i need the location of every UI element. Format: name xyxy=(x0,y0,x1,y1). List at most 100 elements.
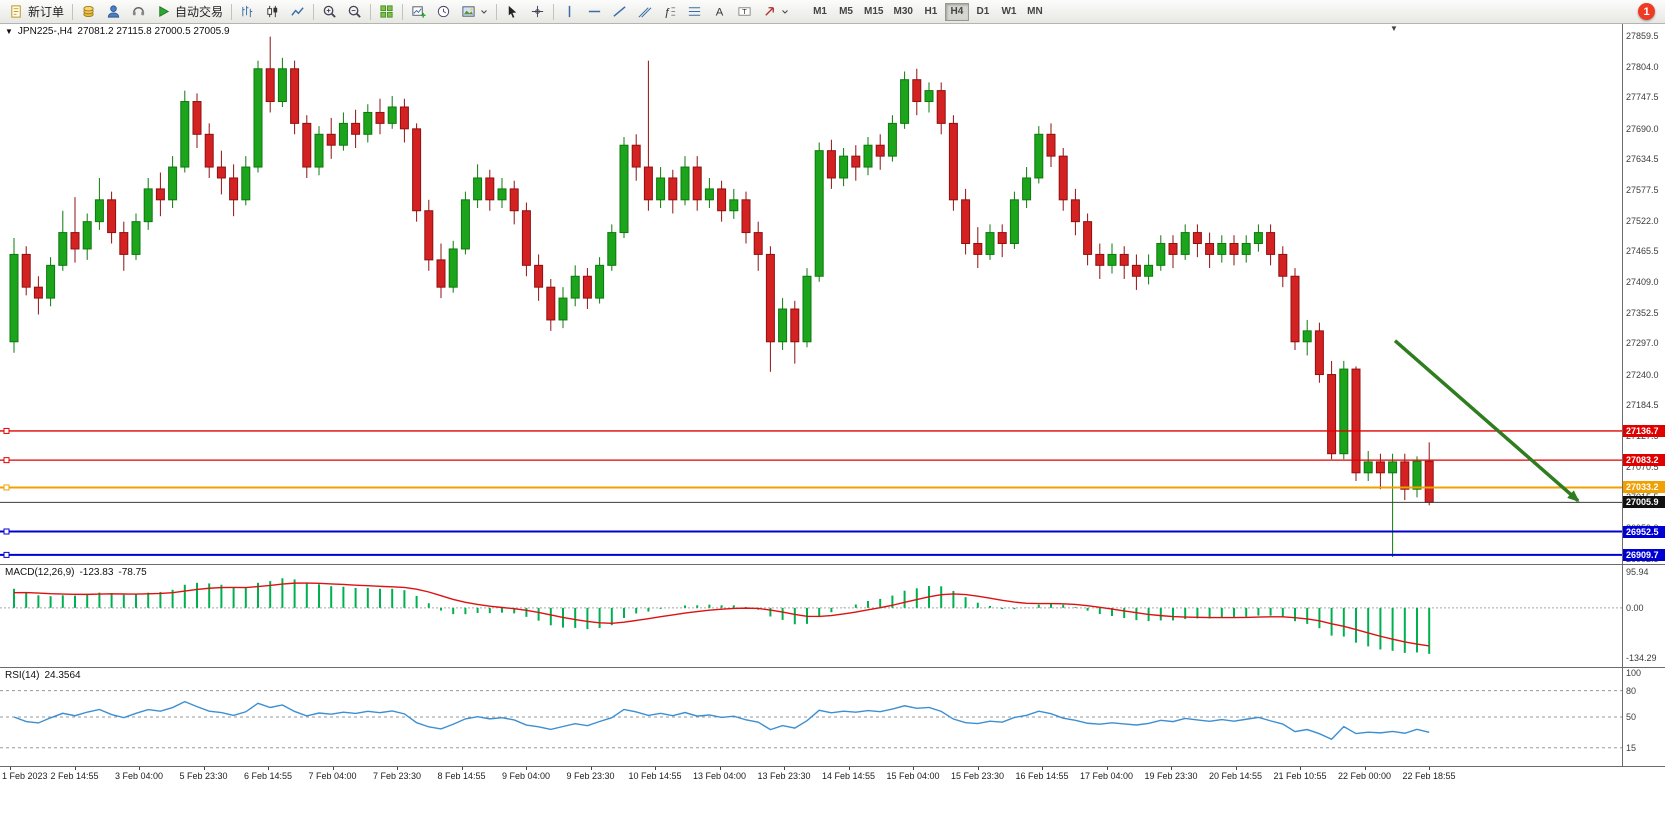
channel-tool-button[interactable] xyxy=(632,2,657,22)
bottom-filler xyxy=(0,784,1665,839)
timeframe-mn[interactable]: MN xyxy=(1027,6,1043,17)
zoom-out-button[interactable] xyxy=(342,2,367,22)
time-axis[interactable]: 1 Feb 2023 2 Feb 14:55 3 Feb 04:00 5 Feb 23… xyxy=(0,767,1622,784)
scale-tick: 27184.5 xyxy=(1626,399,1659,410)
headset-icon xyxy=(132,7,145,16)
text-icon: A xyxy=(716,6,724,18)
scale-tick: 27522.0 xyxy=(1626,215,1659,226)
macd-panel[interactable]: MACD(12,26,9) -123.83 -78.75 xyxy=(0,565,1622,667)
new-order-button[interactable]: 新订单 xyxy=(4,2,69,22)
timeframe-m5[interactable]: M5 xyxy=(839,6,853,17)
toolbar-separator xyxy=(231,3,233,20)
fibonacci-tool-button[interactable]: ƒ xyxy=(657,2,682,22)
macd-label: MACD(12,26,9) -123.83 -78.75 xyxy=(5,567,152,578)
time-tick xyxy=(1171,767,1172,770)
levels-icon xyxy=(688,7,701,16)
autotrading-button[interactable]: 自动交易 xyxy=(151,2,228,22)
deposit-button[interactable] xyxy=(76,2,101,22)
line-anchor-handle[interactable] xyxy=(3,484,10,491)
horizontal-line-icon xyxy=(588,10,601,13)
account-button[interactable] xyxy=(101,2,126,22)
price-scale-main[interactable]: 27859.5 27804.0 27747.5 27690.0 27634.5 27577… xyxy=(1623,24,1665,564)
price-badge: 26909.7 xyxy=(1623,548,1665,561)
time-label: 5 Feb 23:30 xyxy=(179,771,228,781)
zoom-in-button[interactable] xyxy=(317,2,342,22)
time-label: 15 Feb 04:00 xyxy=(886,771,940,781)
chart-shift-marker[interactable]: ▼ xyxy=(1390,24,1398,33)
crosshair-tool-button[interactable] xyxy=(525,2,550,22)
bar-chart-button[interactable] xyxy=(235,2,260,22)
scale-tick: 27690.0 xyxy=(1626,123,1659,134)
scale-tick: 27747.5 xyxy=(1626,92,1659,103)
price-chart-panel[interactable]: ▼ JPN225-,H4 27081.2 27115.8 27000.5 27005… xyxy=(0,24,1622,564)
support-button[interactable] xyxy=(126,2,151,22)
svg-text:T: T xyxy=(742,7,747,16)
toolbar-separator xyxy=(313,3,315,20)
timeframe-w1[interactable]: W1 xyxy=(1001,6,1017,17)
timeframe-h1[interactable]: H1 xyxy=(924,6,938,17)
candlestick-chart-button[interactable] xyxy=(260,2,285,22)
line-anchor-handle[interactable] xyxy=(3,427,10,434)
panel-separator[interactable] xyxy=(0,766,1665,767)
svg-text:ƒ: ƒ xyxy=(664,6,670,18)
vertical-line-tool-button[interactable] xyxy=(557,2,582,22)
toolbar-separator xyxy=(402,3,404,20)
arrow-tool-icon xyxy=(765,7,774,16)
time-label: 22 Feb 18:55 xyxy=(1402,771,1456,781)
time-tick xyxy=(526,767,527,770)
time-tick xyxy=(10,767,11,770)
scale-tick: 27352.5 xyxy=(1626,308,1659,319)
cursor-icon xyxy=(508,5,517,18)
notification-badge[interactable]: 1 xyxy=(1638,3,1655,20)
arrows-tool-button[interactable] xyxy=(757,2,794,22)
trend-arrow[interactable] xyxy=(1393,339,1580,502)
line-chart-button[interactable] xyxy=(285,2,310,22)
ohlc-values: 27081.2 27115.8 27000.5 27005.9 xyxy=(77,26,230,37)
macd-signal-value: -78.75 xyxy=(118,567,147,578)
time-tick xyxy=(913,767,914,770)
new-chart-icon xyxy=(412,6,426,18)
symbol-dropdown-icon[interactable]: ▼ xyxy=(5,27,13,36)
clock-icon xyxy=(437,5,450,18)
scale-tick: 50 xyxy=(1626,712,1637,722)
horizontal-line-tool-button[interactable] xyxy=(582,2,607,22)
bar-chart-icon xyxy=(242,5,253,18)
timeframe-d1[interactable]: D1 xyxy=(976,6,990,17)
cursor-tool-button[interactable] xyxy=(500,2,525,22)
new-chart-button[interactable] xyxy=(406,2,431,22)
rsi-value: 24.3564 xyxy=(44,670,81,681)
time-label: 19 Feb 23:30 xyxy=(1144,771,1198,781)
text-tool-button[interactable]: A xyxy=(707,2,732,22)
line-anchor-handle[interactable] xyxy=(3,457,10,464)
template-icon xyxy=(462,6,475,17)
timeframe-m30[interactable]: M30 xyxy=(893,6,913,17)
price-badge: 27033.2 xyxy=(1623,481,1665,494)
price-scale-rsi[interactable]: 100 80 50 15 xyxy=(1623,668,1665,766)
rsi-panel[interactable]: RSI(14) 24.3564 xyxy=(0,668,1622,766)
period-button[interactable] xyxy=(431,2,456,22)
candles xyxy=(9,36,1434,557)
chevron-down-icon xyxy=(782,10,788,14)
timeframe-h4[interactable]: H4 xyxy=(944,2,969,21)
timeframe-m15[interactable]: M15 xyxy=(864,6,884,17)
line-anchor-handle[interactable] xyxy=(3,528,10,535)
price-scale[interactable]: 27859.5 27804.0 27747.5 27690.0 27634.5 27577… xyxy=(1622,24,1665,766)
toolbar-separator xyxy=(72,3,74,20)
template-button[interactable] xyxy=(456,2,493,22)
label-tool-button[interactable]: T xyxy=(732,2,757,22)
scale-tick: 27409.0 xyxy=(1626,277,1659,288)
timeframe-m1[interactable]: M1 xyxy=(813,6,827,17)
trendline-tool-button[interactable] xyxy=(607,2,632,22)
crosshair-icon xyxy=(531,5,544,18)
time-label: 13 Feb 04:00 xyxy=(692,771,747,781)
time-tick xyxy=(332,767,334,770)
time-label: 15 Feb 23:30 xyxy=(950,771,1005,781)
price-scale-macd[interactable]: 95.94 0.00 -134.29 xyxy=(1623,565,1665,667)
line-anchor-handle[interactable] xyxy=(3,551,10,558)
panel-separator[interactable] xyxy=(0,667,1665,668)
chevron-down-icon xyxy=(481,10,487,14)
levels-tool-button[interactable] xyxy=(682,2,707,22)
tile-windows-button[interactable] xyxy=(374,2,399,22)
time-label: 2 Feb 14:55 xyxy=(50,771,99,781)
panel-separator[interactable] xyxy=(0,564,1665,565)
